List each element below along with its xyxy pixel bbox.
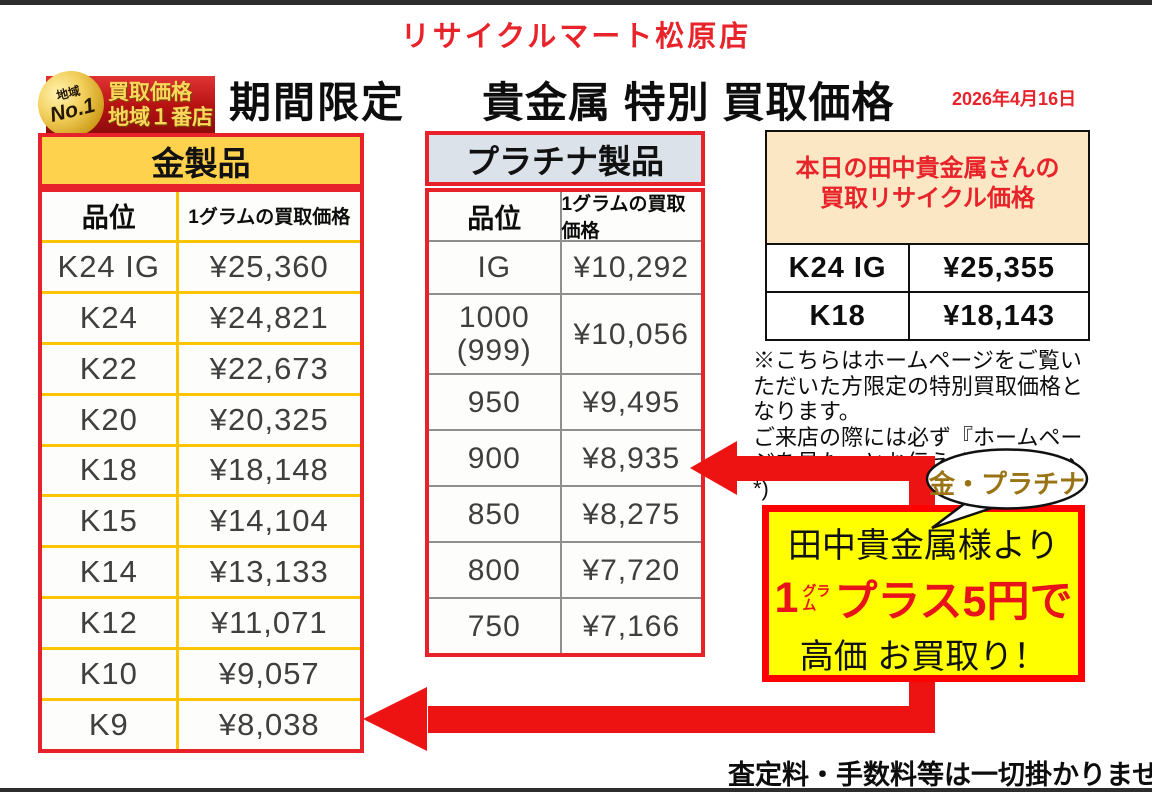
cell-price: ¥8,275 xyxy=(582,497,681,531)
promo-line3: 高価 お買取り！ xyxy=(799,638,1048,676)
table-row: K10 ¥9,057 xyxy=(42,650,360,702)
cell-grade: K9 xyxy=(42,701,179,749)
cell-price: ¥25,355 xyxy=(943,251,1056,284)
table-row: K20 ¥20,325 xyxy=(42,395,360,447)
store-title: リサイクルマート松原店 xyxy=(400,21,752,53)
footer-note: 査定料・手数料等は一切掛かりません xyxy=(728,760,1152,790)
bubble-label: 金・プラチナ xyxy=(928,470,1085,499)
platinum-table: 品位 1グラムの買取価格 IG ¥10,292 1000 (999) ¥10,05… xyxy=(425,188,705,657)
table-row: K15 ¥14,104 xyxy=(42,497,360,549)
cell-grade: 900 xyxy=(429,431,562,485)
no1-medal-icon: 地域 No.1 xyxy=(30,63,112,145)
platinum-table-title: プラチナ製品 xyxy=(425,131,705,186)
date-label: 2026年4月16日 xyxy=(952,89,1077,109)
table-row: 800 ¥7,720 xyxy=(429,543,701,599)
platinum-col-header-grade: 品位 xyxy=(429,192,562,240)
platinum-header-row: 品位 1グラムの買取価格 xyxy=(429,192,701,242)
cell-grade: K20 xyxy=(42,395,179,444)
cell-grade: IG xyxy=(429,242,562,293)
cell-price: ¥18,148 xyxy=(209,452,329,488)
cell-grade: K12 xyxy=(42,599,179,648)
gold-col-header-price: 1グラムの買取価格 xyxy=(188,207,351,229)
cell-price: ¥20,325 xyxy=(209,401,329,437)
cell-grade: K22 xyxy=(42,344,179,393)
cell-grade: K24 IG xyxy=(767,245,911,291)
promo-gram-number: 1 xyxy=(774,573,799,622)
cell-price: ¥22,673 xyxy=(209,350,329,386)
cell-grade: K10 xyxy=(42,650,179,699)
cell-price: ¥25,360 xyxy=(209,248,329,284)
cell-grade: 750 xyxy=(429,599,562,653)
cell-price: ¥24,821 xyxy=(209,299,329,335)
cell-price: ¥8,935 xyxy=(582,441,681,475)
no1-ribbon-badge: 地域 No.1 買取価格 地域１番店 xyxy=(30,63,215,145)
gold-table: 品位 1グラムの買取価格 K24 IG ¥25,360 K24 ¥24,821 … xyxy=(38,188,364,753)
table-row: K18 ¥18,148 xyxy=(42,446,360,498)
badge-text: 買取価格 地域１番店 xyxy=(108,80,213,130)
arrow-shaft xyxy=(735,456,935,481)
cell-grade: K24 IG xyxy=(42,242,179,291)
table-row: K24 ¥24,821 xyxy=(42,293,360,345)
gold-table-title: 金製品 xyxy=(38,133,364,188)
cell-price: ¥14,104 xyxy=(209,503,329,539)
cell-grade: K18 xyxy=(767,293,911,339)
table-row: K18 ¥18,143 xyxy=(765,291,1090,341)
table-row: K9 ¥8,038 xyxy=(42,701,360,749)
cell-grade: K14 xyxy=(42,548,179,597)
table-row: K14 ¥13,133 xyxy=(42,548,360,600)
table-row: 750 ¥7,166 xyxy=(429,599,701,653)
cell-price: ¥8,038 xyxy=(218,707,320,743)
cell-grade: 850 xyxy=(429,487,562,541)
arrow-head-left-icon xyxy=(690,441,737,495)
cell-grade: K15 xyxy=(42,497,179,546)
cell-grade: 1000 (999) xyxy=(429,295,562,373)
cell-grade: 950 xyxy=(429,375,562,429)
table-row: K22 ¥22,673 xyxy=(42,344,360,396)
table-row: 950 ¥9,495 xyxy=(429,375,701,431)
gold-col-header-grade: 品位 xyxy=(42,192,179,240)
heading-main: 貴金属 特別 買取価格 xyxy=(482,79,895,126)
bottom-border-line xyxy=(0,788,1152,792)
cell-grade: K18 xyxy=(42,446,179,495)
promo-line2: 1 グラ ム プラス5円で xyxy=(771,567,1076,629)
platinum-col-header-price: 1グラムの買取価格 xyxy=(561,194,686,242)
cell-price: ¥9,057 xyxy=(218,656,320,692)
heading-limited: 期間限定 xyxy=(229,79,406,126)
table-row: 900 ¥8,935 xyxy=(429,431,701,487)
cell-price: ¥7,720 xyxy=(582,553,681,587)
table-row: K24 IG ¥25,360 xyxy=(42,242,360,294)
cell-price: ¥9,495 xyxy=(582,385,681,419)
table-row: 1000 (999) ¥10,056 xyxy=(429,295,701,375)
promo-line1: 田中貴金属様より xyxy=(787,527,1060,565)
speech-bubble-icon xyxy=(925,448,1089,530)
cell-grade: K24 xyxy=(42,293,179,342)
cell-price: ¥10,292 xyxy=(573,251,689,284)
promo-box: 田中貴金属様より 1 グラ ム プラス5円で 高価 お買取り！ xyxy=(762,505,1085,682)
badge-line2: 地域１番店 xyxy=(108,105,213,129)
top-border-line xyxy=(0,0,1152,5)
table-row: K24 IG ¥25,355 xyxy=(765,243,1090,293)
cell-price: ¥11,071 xyxy=(210,605,328,641)
cell-grade: 800 xyxy=(429,543,562,597)
arrow-shaft xyxy=(428,706,935,733)
medal-no1-label: No.1 xyxy=(47,93,98,127)
arrow-head-left-icon xyxy=(363,687,427,751)
table-row: K12 ¥11,071 xyxy=(42,599,360,651)
badge-line1: 買取価格 xyxy=(108,80,192,104)
table-row: IG ¥10,292 xyxy=(429,242,701,295)
cell-price: ¥10,056 xyxy=(573,317,689,351)
cell-price: ¥18,143 xyxy=(943,299,1056,332)
promo-plus5yen: プラス5円で xyxy=(834,578,1073,626)
table-row: 850 ¥8,275 xyxy=(429,487,701,543)
tanaka-table-title: 本日の田中貴金属さんの 買取リサイクル価格 xyxy=(765,130,1090,245)
cell-price: ¥13,133 xyxy=(209,554,329,590)
cell-price: ¥7,166 xyxy=(582,609,681,643)
gold-header-row: 品位 1グラムの買取価格 xyxy=(42,192,360,243)
gram-unit-label: グラ ム xyxy=(802,583,831,613)
